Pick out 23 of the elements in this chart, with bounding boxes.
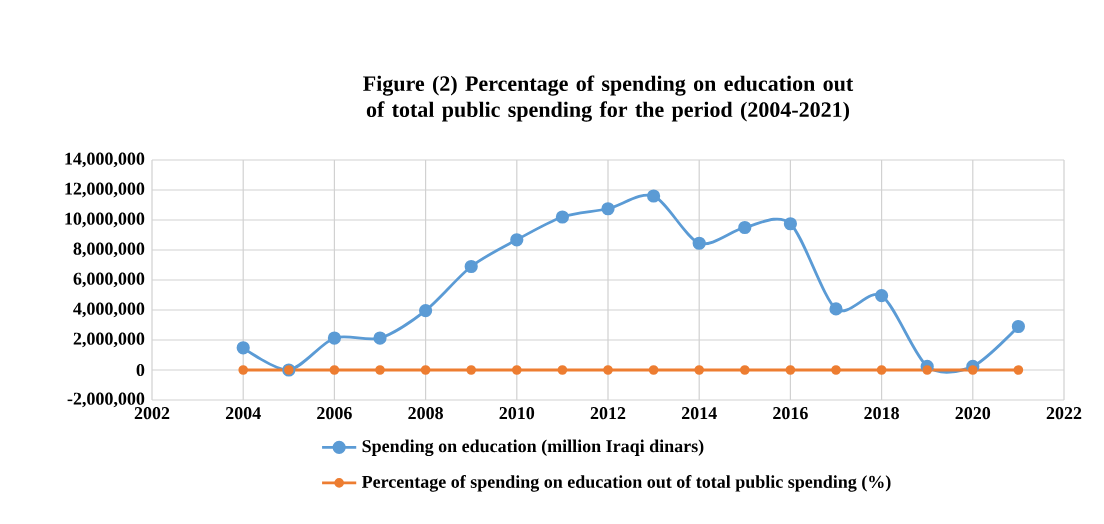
y-tick-label: 6,000,000 bbox=[73, 272, 145, 288]
x-tick-label: 2018 bbox=[864, 407, 899, 420]
x-tick-label: 2012 bbox=[590, 407, 626, 420]
y-tick-label: 4,000,000 bbox=[73, 302, 145, 318]
y-tick-label: 0 bbox=[136, 363, 145, 377]
x-tick-label: 2002 bbox=[134, 407, 170, 420]
y-tick-label: 10,000,000 bbox=[65, 212, 145, 228]
y-tick-label: 12,000,000 bbox=[65, 182, 145, 198]
x-tick-label: 2014 bbox=[681, 407, 717, 420]
legend-label: Percentage of spending on education out of total public spending (%) bbox=[361, 475, 891, 492]
x-tick-label: 2016 bbox=[773, 407, 808, 420]
y-tick-label: 14,000,000 bbox=[65, 152, 145, 168]
x-tick-label: 2020 bbox=[955, 407, 991, 420]
y-tick-label: -2,000,000 bbox=[67, 392, 145, 408]
chart-title: Figure (2) Percentage of spending on education out of total public spending for the period (2004-2021) bbox=[363, 75, 854, 122]
x-tick-label: 2008 bbox=[408, 407, 444, 420]
x-tick-label: 2010 bbox=[499, 407, 535, 420]
y-tick-label: 8,000,000 bbox=[73, 242, 145, 258]
x-tick-label: 2006 bbox=[317, 407, 352, 420]
legend-label: Spending on education (million Iraqi dinars) bbox=[362, 439, 704, 457]
y-tick-label: 2,000,000 bbox=[73, 332, 145, 348]
x-tick-label: 2004 bbox=[225, 407, 261, 420]
x-tick-label: 2022 bbox=[1046, 407, 1082, 420]
